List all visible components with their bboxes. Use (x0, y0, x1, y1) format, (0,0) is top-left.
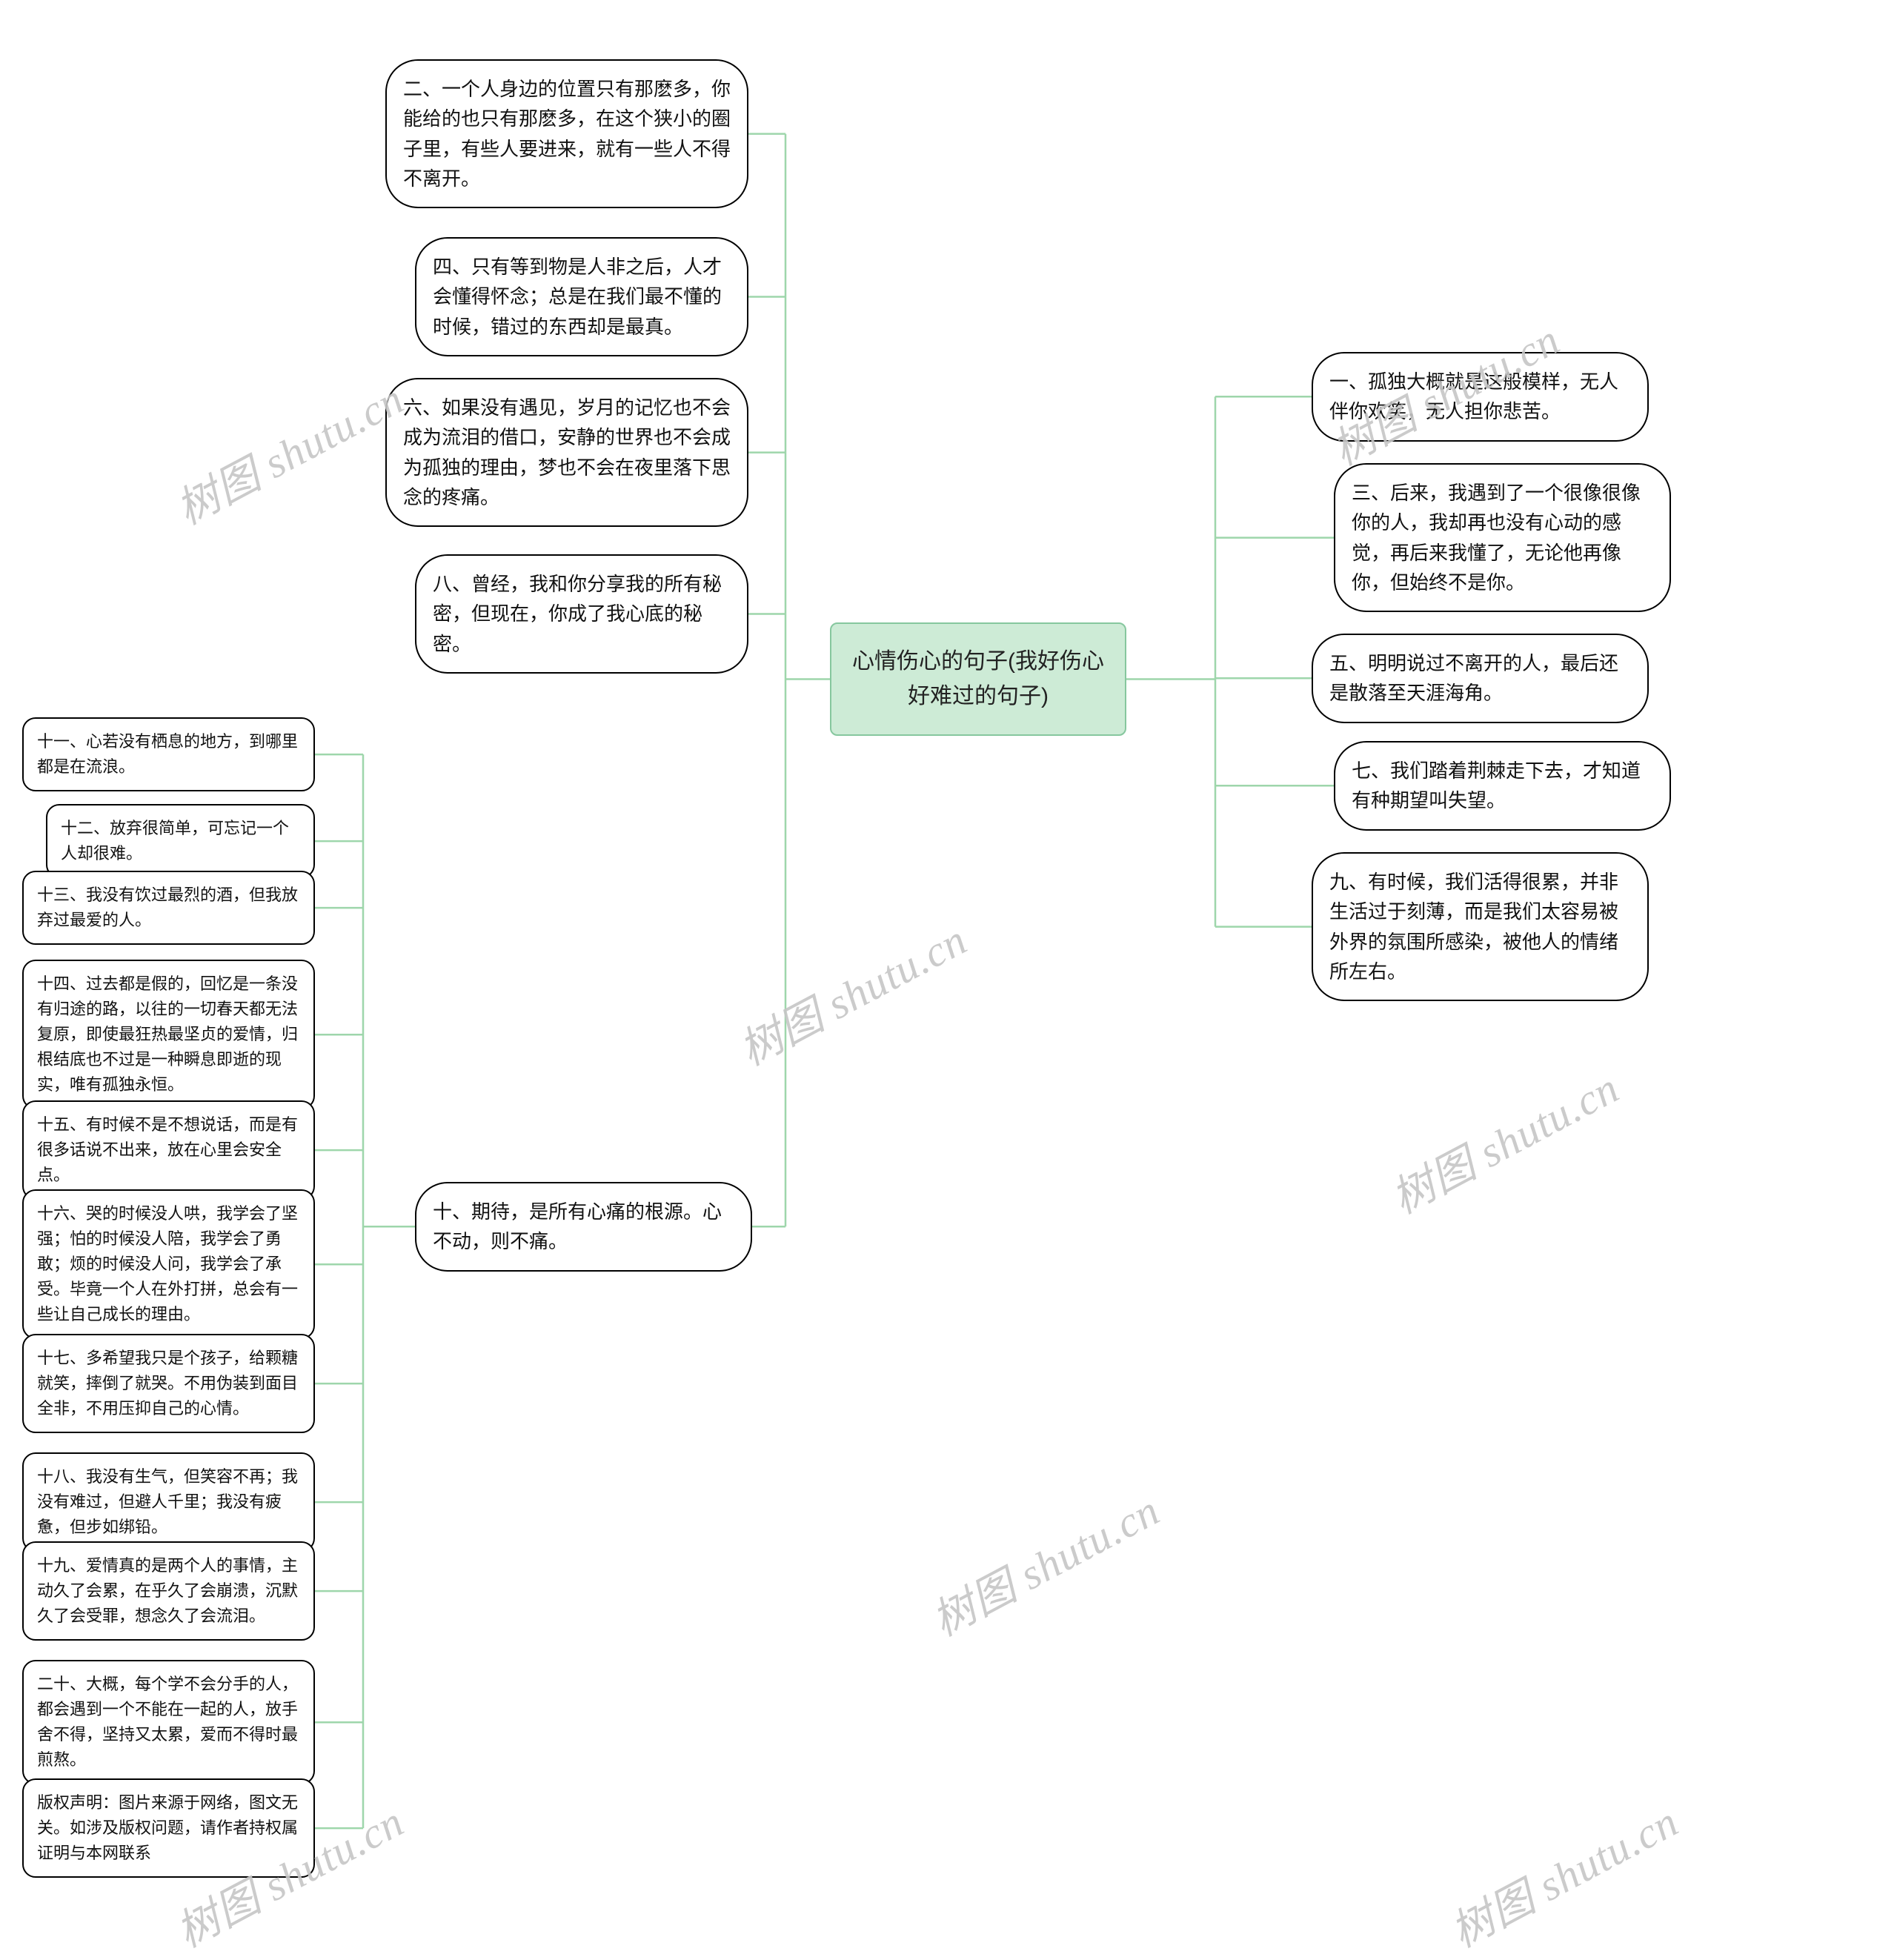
node-text: 十、期待，是所有心痛的根源。心不动，则不痛。 (433, 1200, 722, 1252)
node-text: 五、明明说过不离开的人，最后还是散落至天涯海角。 (1329, 652, 1618, 704)
sub-node-20: 二十、大概，每个学不会分手的人，都会遇到一个不能在一起的人，放手舍不得，坚持又太… (22, 1660, 315, 1784)
node-text: 十二、放弃很简单，可忘记一个人却很难。 (61, 819, 289, 863)
watermark: 树图 shutu.cn (1438, 1787, 1687, 1959)
watermark: 树图 shutu.cn (164, 365, 413, 536)
sub-node-16: 十六、哭的时候没人哄，我学会了坚强；怕的时候没人陪，我学会了勇敢；烦的时候没人问… (22, 1189, 315, 1339)
sub-node-17: 十七、多希望我只是个孩子，给颗糖就笑，摔倒了就哭。不用伪装到面目全非，不用压抑自… (22, 1334, 315, 1433)
node-text: 一、孤独大概就是这般模样，无人伴你欢笑，无人担你悲苦。 (1329, 371, 1618, 422)
node-text: 十三、我没有饮过最烈的酒，但我放弃过最爱的人。 (37, 886, 298, 929)
sub-node-12: 十二、放弃很简单，可忘记一个人却很难。 (46, 804, 315, 878)
left-node-2: 二、一个人身边的位置只有那麽多，你能给的也只有那麽多，在这个狭小的圈子里，有些人… (385, 59, 748, 208)
node-text: 七、我们踏着荆棘走下去，才知道有种期望叫失望。 (1352, 760, 1641, 811)
left-node-6: 六、如果没有遇见，岁月的记忆也不会成为流泪的借口，安静的世界也不会成为孤独的理由… (385, 378, 748, 527)
node-text: 十一、心若没有栖息的地方，到哪里都是在流浪。 (37, 732, 298, 776)
sub-node-14: 十四、过去都是假的，回忆是一条没有归途的路，以往的一切春天都无法复原，即使最狂热… (22, 960, 315, 1109)
node-text: 四、只有等到物是人非之后，人才会懂得怀念；总是在我们最不懂的时候，错过的东西却是… (433, 256, 722, 338)
sub-node-13: 十三、我没有饮过最烈的酒，但我放弃过最爱的人。 (22, 871, 315, 945)
sub-node-18: 十八、我没有生气，但笑容不再；我没有难过，但避人千里；我没有疲惫，但步如绑铅。 (22, 1452, 315, 1552)
node-text: 二十、大概，每个学不会分手的人，都会遇到一个不能在一起的人，放手舍不得，坚持又太… (37, 1675, 298, 1769)
center-text: 心情伤心的句子(我好伤心好难过的句子) (852, 649, 1104, 708)
mindmap-canvas: 心情伤心的句子(我好伤心好难过的句子) 一、孤独大概就是这般模样，无人伴你欢笑，… (0, 0, 1897, 1960)
right-node-3: 三、后来，我遇到了一个很像很像你的人，我却再也没有心动的感觉，再后来我懂了，无论… (1334, 463, 1671, 612)
sub-node-11: 十一、心若没有栖息的地方，到哪里都是在流浪。 (22, 717, 315, 791)
node-text: 十八、我没有生气，但笑容不再；我没有难过，但避人千里；我没有疲惫，但步如绑铅。 (37, 1467, 298, 1536)
left-node-8: 八、曾经，我和你分享我的所有秘密，但现在，你成了我心底的秘密。 (415, 554, 748, 674)
sub-node-copyright: 版权声明：图片来源于网络，图文无关。如涉及版权问题，请作者持权属证明与本网联系 (22, 1778, 315, 1878)
right-node-5: 五、明明说过不离开的人，最后还是散落至天涯海角。 (1312, 634, 1649, 723)
node-text: 十五、有时候不是不想说话，而是有很多话说不出来，放在心里会安全点。 (37, 1115, 298, 1184)
right-node-1: 一、孤独大概就是这般模样，无人伴你欢笑，无人担你悲苦。 (1312, 352, 1649, 442)
node-text: 版权声明：图片来源于网络，图文无关。如涉及版权问题，请作者持权属证明与本网联系 (37, 1793, 298, 1862)
node-text: 九、有时候，我们活得很累，并非生活过于刻薄，而是我们太容易被外界的氛围所感染，被… (1329, 871, 1618, 983)
watermark: 树图 shutu.cn (1379, 1054, 1628, 1226)
right-node-7: 七、我们踏着荆棘走下去，才知道有种期望叫失望。 (1334, 741, 1671, 831)
node-text: 十九、爱情真的是两个人的事情，主动久了会累，在乎久了会崩溃，沉默久了会受罪，想念… (37, 1556, 298, 1625)
center-node: 心情伤心的句子(我好伤心好难过的句子) (830, 622, 1126, 736)
node-text: 十七、多希望我只是个孩子，给颗糖就笑，摔倒了就哭。不用伪装到面目全非，不用压抑自… (37, 1349, 298, 1418)
node-text: 六、如果没有遇见，岁月的记忆也不会成为流泪的借口，安静的世界也不会成为孤独的理由… (403, 396, 731, 508)
node-text: 二、一个人身边的位置只有那麽多，你能给的也只有那麽多，在这个狭小的圈子里，有些人… (403, 78, 731, 190)
left-node-4: 四、只有等到物是人非之后，人才会懂得怀念；总是在我们最不懂的时候，错过的东西却是… (415, 237, 748, 356)
left-node-10: 十、期待，是所有心痛的根源。心不动，则不痛。 (415, 1182, 752, 1272)
watermark: 树图 shutu.cn (727, 906, 976, 1077)
node-text: 十四、过去都是假的，回忆是一条没有归途的路，以往的一切春天都无法复原，即使最狂热… (37, 974, 298, 1094)
sub-node-19: 十九、爱情真的是两个人的事情，主动久了会累，在乎久了会崩溃，沉默久了会受罪，想念… (22, 1541, 315, 1641)
watermark: 树图 shutu.cn (920, 1476, 1169, 1648)
node-text: 十六、哭的时候没人哄，我学会了坚强；怕的时候没人陪，我学会了勇敢；烦的时候没人问… (37, 1204, 298, 1323)
node-text: 三、后来，我遇到了一个很像很像你的人，我却再也没有心动的感觉，再后来我懂了，无论… (1352, 482, 1641, 594)
right-node-9: 九、有时候，我们活得很累，并非生活过于刻薄，而是我们太容易被外界的氛围所感染，被… (1312, 852, 1649, 1001)
node-text: 八、曾经，我和你分享我的所有秘密，但现在，你成了我心底的秘密。 (433, 573, 722, 655)
sub-node-15: 十五、有时候不是不想说话，而是有很多话说不出来，放在心里会安全点。 (22, 1100, 315, 1200)
